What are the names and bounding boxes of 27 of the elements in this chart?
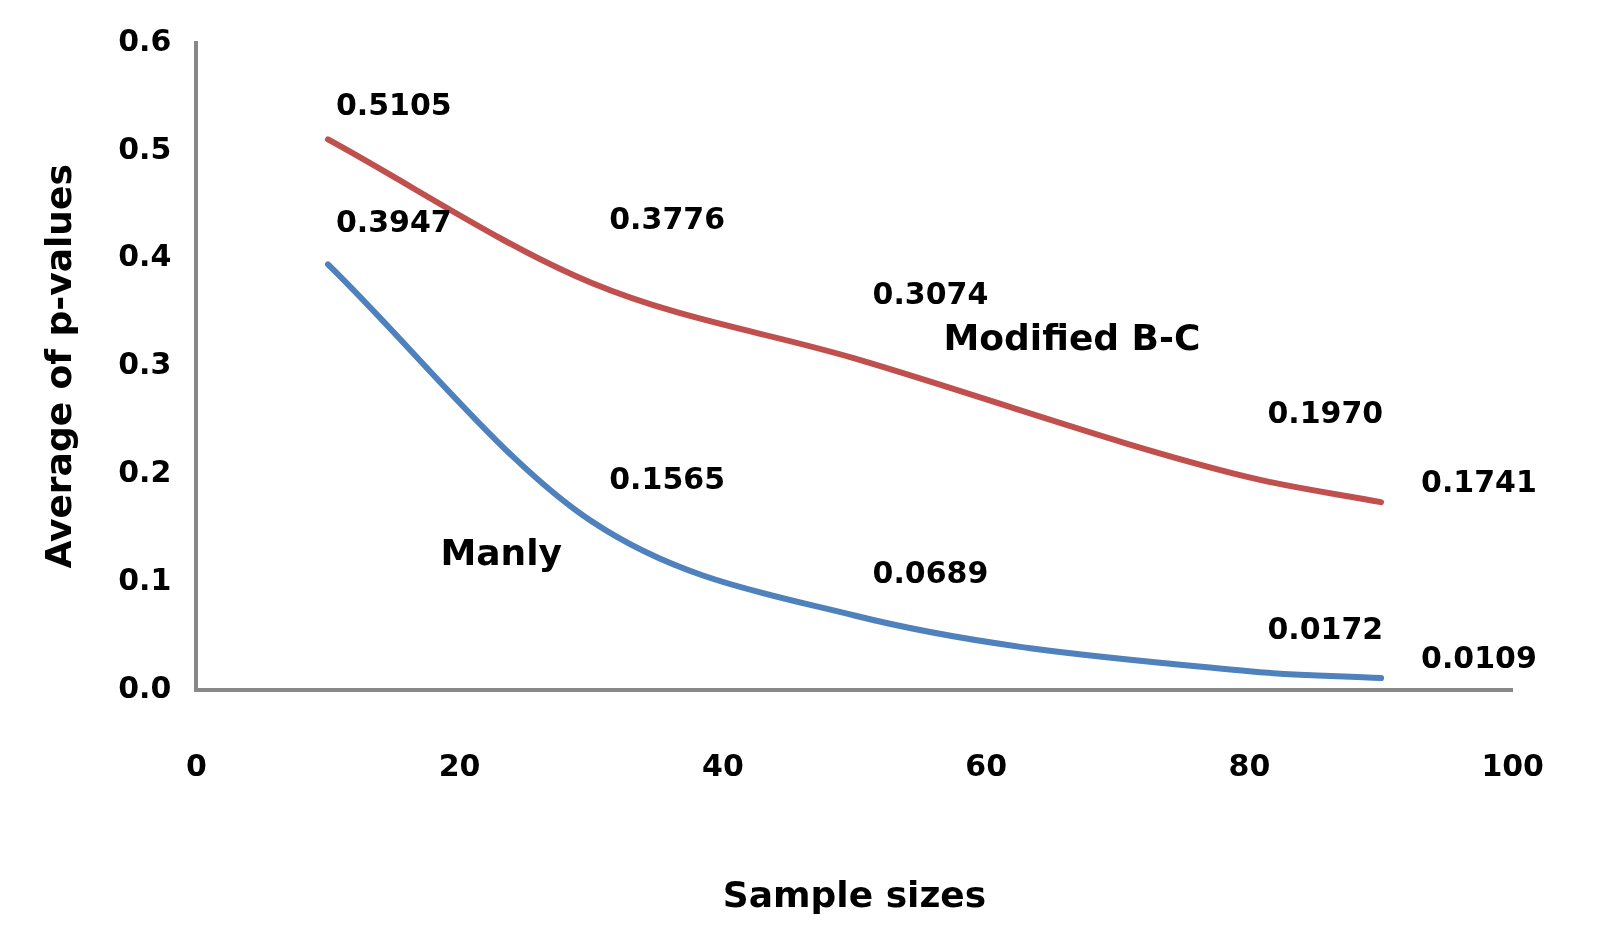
y-tick-label: 0.1 [118, 561, 172, 597]
x-tick-label: 100 [1481, 747, 1544, 783]
y-tick-label: 0.5 [118, 130, 172, 166]
data-label: 0.0689 [872, 555, 989, 591]
series-label: Modified B-C [943, 316, 1201, 358]
data-label: 0.1970 [1267, 395, 1384, 431]
data-label: 0.5105 [335, 87, 452, 123]
x-tick-label: 20 [438, 747, 481, 783]
y-tick-label: 0.2 [118, 454, 172, 489]
data-label: 0.1565 [609, 460, 726, 496]
x-tick-label: 80 [1228, 747, 1271, 783]
y-tick-label: 0.3 [118, 346, 172, 382]
data-label: 0.3074 [872, 276, 989, 312]
x-tick-label: 40 [702, 747, 744, 783]
data-label: 0.0172 [1267, 611, 1384, 647]
y-axis-title: Average of p-values [37, 164, 79, 569]
data-label: 0.0109 [1421, 639, 1537, 675]
data-label: 0.3776 [609, 200, 726, 236]
data-label: 0.3947 [335, 204, 452, 240]
series-label: Manly [440, 532, 563, 574]
y-tick-label: 0.4 [118, 238, 172, 274]
x-tick-label: 0 [185, 747, 207, 783]
data-label: 0.1741 [1421, 463, 1537, 499]
y-tick-label: 0.6 [118, 22, 172, 58]
x-tick-label: 60 [965, 747, 1008, 783]
x-axis-title: Sample sizes [722, 873, 987, 915]
y-tick-label: 0.0 [118, 669, 172, 705]
